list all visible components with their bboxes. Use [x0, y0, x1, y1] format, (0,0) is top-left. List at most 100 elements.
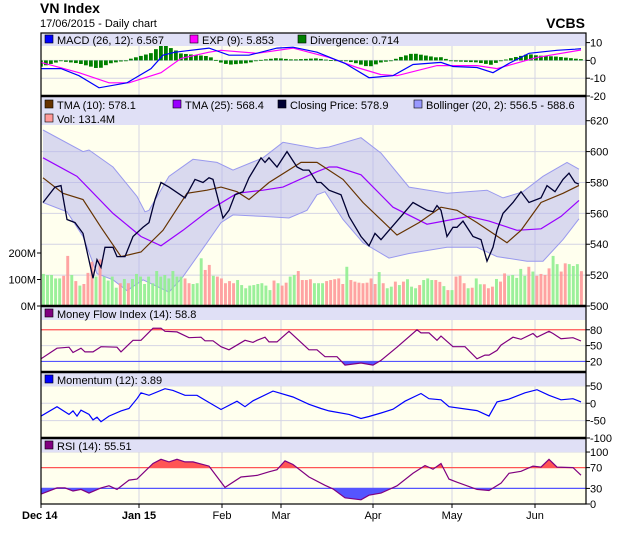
- volume-bar-down: [304, 280, 308, 306]
- divergence-bar: [289, 59, 293, 61]
- volume-bar-down: [187, 283, 191, 306]
- divergence-bar: [354, 60, 358, 64]
- divergence-bar: [254, 60, 258, 62]
- divergence-bar: [119, 60, 123, 62]
- volume-bar-down: [454, 276, 458, 306]
- divergence-bar: [129, 58, 133, 61]
- divergence-bar: [429, 56, 433, 61]
- volume-bar-up: [175, 276, 179, 306]
- axes: Dec 14 Jan 15 Feb Mar Apr May Jun100-10-206206…: [8, 38, 612, 522]
- divergence-bar: [404, 55, 408, 61]
- volume-bar-up: [260, 283, 264, 306]
- chart-subtitle: 17/06/2015 - Daily chart: [40, 18, 157, 30]
- volume-bar-up: [478, 284, 482, 306]
- volume-bar-down: [353, 281, 357, 306]
- volume-bar-up: [345, 266, 349, 306]
- divergence-bar: [304, 58, 308, 61]
- divergence-bar: [259, 59, 263, 61]
- divergence-bar: [569, 58, 573, 61]
- volume-bar-down: [499, 281, 502, 306]
- tma10-legend-label: TMA (10): 578.1: [57, 100, 136, 112]
- bollinger-upper-line: [42, 129, 580, 213]
- volume-bar-up: [551, 255, 555, 306]
- divergence-bar: [329, 60, 333, 61]
- panel-frame: [40, 32, 587, 505]
- divergence-bar: [579, 59, 583, 61]
- volume-bar-down: [280, 285, 284, 306]
- exp-legend-label: EXP (9): 5.853: [202, 35, 274, 47]
- divergence-bar: [374, 60, 378, 65]
- main-tick-label: 560: [590, 208, 608, 220]
- divergence-bar: [474, 60, 478, 63]
- volume-bar-down: [438, 281, 442, 306]
- volume-bar-up: [426, 278, 430, 306]
- volume-bar-up: [46, 274, 49, 306]
- divergence-bar: [41, 60, 43, 67]
- volume-bar-up: [78, 285, 82, 306]
- closing-price-line: [42, 150, 580, 279]
- volume-bar-down: [559, 271, 563, 306]
- volume-bar-up: [385, 288, 389, 306]
- volume-bar-down: [349, 280, 353, 306]
- exp-swatch: [189, 34, 199, 44]
- divergence-bar: [509, 58, 513, 61]
- brand-label: VCBS: [546, 15, 585, 31]
- volume-bar-up: [42, 273, 45, 306]
- volume-bar-up: [167, 278, 171, 306]
- price-legend-bar: [41, 97, 586, 125]
- divergence-bar: [449, 60, 453, 62]
- macd-tick-label: -20: [590, 91, 606, 103]
- divergence-bar: [494, 60, 498, 63]
- volume-bar-up: [268, 290, 272, 306]
- volume-bar-up: [50, 274, 54, 306]
- divergence-bar: [269, 58, 273, 61]
- volume-bar-up: [321, 283, 325, 306]
- volume-bar-up: [195, 283, 199, 306]
- exp-line: [41, 47, 582, 84]
- divergence-bar: [434, 57, 438, 61]
- rsi-legend-bar: [41, 439, 586, 452]
- volume-bar-up: [58, 278, 62, 306]
- volume-bar-down: [527, 266, 531, 306]
- volume-bar-down: [272, 280, 276, 306]
- divergence-bar: [369, 60, 373, 67]
- rsi-overbought-area: [41, 459, 581, 468]
- rsi-tick-label: 100: [590, 447, 608, 459]
- rsi-legend-label: RSI (14): 55.51: [57, 441, 132, 453]
- macd-legend-label: MACD (26, 12): 6.567: [57, 35, 164, 47]
- volume-bar-down: [503, 273, 507, 306]
- divergence-bar: [264, 59, 268, 61]
- momentum-tick-label: 0: [590, 398, 596, 410]
- divergence-bar: [284, 58, 288, 61]
- bollinger-legend-label: Bollinger (20, 2): 556.5 - 588.6: [426, 100, 575, 112]
- divergence-bar: [439, 57, 443, 61]
- momentum-legend-label: Momentum (12): 3.89: [57, 375, 162, 387]
- divergence-legend-label: Divergence: 0.714: [310, 35, 399, 47]
- rsi-tick-label: 70: [590, 463, 602, 475]
- divergence-bar: [469, 60, 473, 63]
- chart-title: VN Index: [40, 0, 100, 16]
- divergence-bar: [419, 54, 423, 61]
- rsi-panel: [41, 458, 586, 501]
- divergence-bar: [234, 60, 238, 65]
- divergence-bar: [554, 56, 558, 61]
- volume-bar-up: [147, 276, 151, 306]
- divergence-bar: [219, 60, 223, 63]
- volume-bar-up: [163, 274, 167, 306]
- divergence-bar: [59, 60, 63, 62]
- mfi-legend: Money Flow Index (14): 58.8: [44, 308, 196, 321]
- volume-bar-up: [135, 273, 138, 306]
- divergence-bar: [384, 60, 388, 62]
- divergence-bar: [144, 54, 148, 61]
- volume-bar-down: [215, 276, 219, 306]
- volume-bar-down: [325, 281, 329, 306]
- volume-bar-down: [341, 284, 345, 306]
- volume-bar-down: [228, 281, 231, 306]
- volume-bar-up: [442, 286, 446, 306]
- volume-bar-up: [474, 278, 478, 306]
- divergence-bar: [54, 60, 58, 63]
- divergence-bar: [424, 55, 428, 61]
- volume-bar-down: [418, 285, 422, 306]
- main-tick-label: 500: [590, 301, 608, 313]
- volume-legend-label: Vol: 131.4M: [57, 114, 115, 126]
